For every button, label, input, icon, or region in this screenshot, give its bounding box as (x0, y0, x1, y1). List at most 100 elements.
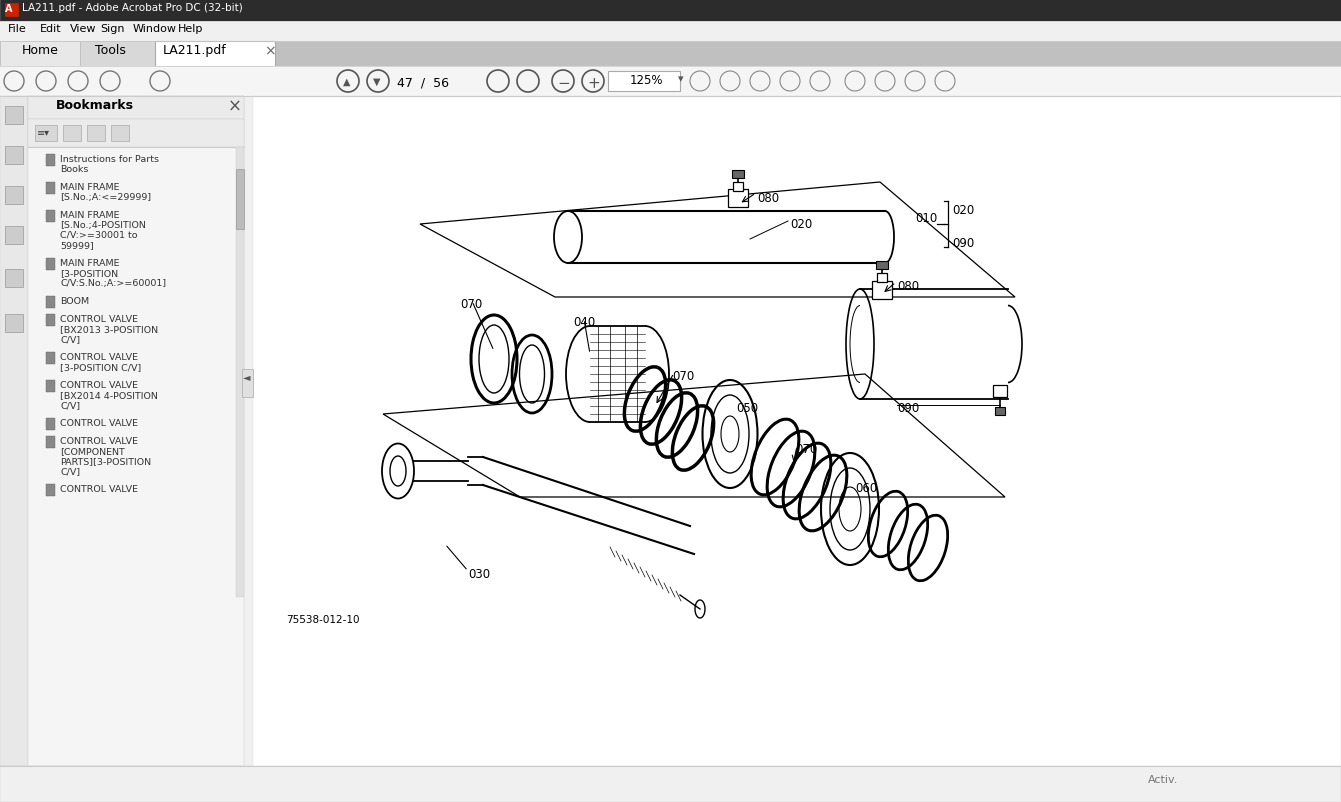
Text: File: File (8, 24, 27, 34)
Text: Instructions for Parts: Instructions for Parts (60, 155, 160, 164)
Bar (872, 282, 892, 300)
Bar (46, 419, 55, 431)
Bar (5, 107, 23, 125)
Text: C/V]: C/V] (60, 467, 80, 476)
Text: MAIN FRAME: MAIN FRAME (60, 259, 119, 268)
Text: View: View (70, 24, 97, 34)
Bar (156, 42, 275, 67)
Bar (5, 269, 23, 288)
Text: 020: 020 (790, 217, 813, 231)
Text: A: A (5, 4, 12, 14)
Text: C/V]: C/V] (60, 334, 80, 343)
Bar (46, 155, 55, 167)
Bar (0, 0, 1341, 22)
Text: [BX2013 3-POSITION: [BX2013 3-POSITION (60, 325, 158, 334)
Text: CONTROL VALVE: CONTROL VALVE (60, 419, 138, 427)
Text: 030: 030 (468, 567, 489, 581)
Bar (728, 190, 748, 208)
Text: 080: 080 (897, 280, 919, 293)
Bar (0, 67, 1341, 97)
Text: ≡▾: ≡▾ (38, 127, 50, 137)
Text: 070: 070 (795, 443, 817, 456)
Text: [BX2014 4-POSITION: [BX2014 4-POSITION (60, 391, 158, 399)
Bar (28, 119, 244, 148)
Text: 080: 080 (758, 192, 779, 205)
Text: 090: 090 (952, 237, 975, 249)
Bar (876, 261, 888, 269)
Text: 050: 050 (736, 402, 758, 415)
Bar (46, 484, 55, 496)
Text: ◄: ◄ (243, 371, 251, 382)
Text: ▾: ▾ (679, 74, 684, 84)
Bar (46, 259, 55, 270)
Text: 75538-012-10: 75538-012-10 (286, 614, 359, 624)
Text: Activ.: Activ. (1148, 774, 1179, 784)
Text: [3-POSITION: [3-POSITION (60, 269, 118, 277)
Bar (0, 22, 1341, 42)
Bar (0, 97, 28, 766)
Text: Tools: Tools (95, 44, 126, 57)
Text: Help: Help (178, 24, 204, 34)
Bar (5, 227, 23, 245)
Bar (0, 42, 80, 67)
Text: MAIN FRAME: MAIN FRAME (60, 211, 119, 220)
Text: C/V]: C/V] (60, 400, 80, 410)
Bar (28, 97, 244, 766)
Text: Edit: Edit (40, 24, 62, 34)
Bar (5, 187, 23, 205)
Bar (0, 42, 1341, 67)
Bar (0, 766, 1341, 802)
Bar (28, 97, 244, 119)
Bar (5, 314, 23, 333)
Text: [COMPONENT: [COMPONENT (60, 447, 125, 456)
Text: CONTROL VALVE: CONTROL VALVE (60, 314, 138, 323)
Text: Window: Window (133, 24, 177, 34)
Bar (63, 126, 80, 142)
Bar (732, 171, 744, 179)
Text: Bookmarks: Bookmarks (56, 99, 134, 111)
Bar (111, 126, 129, 142)
Bar (46, 297, 55, 309)
Bar (607, 72, 680, 92)
Text: ×: × (264, 44, 276, 58)
Text: ▲: ▲ (343, 77, 350, 87)
Text: C/V:S.No.;A:>=60001]: C/V:S.No.;A:>=60001] (60, 278, 166, 288)
Bar (46, 314, 55, 326)
Bar (877, 273, 886, 282)
Text: BOOM: BOOM (60, 297, 89, 306)
Bar (236, 170, 244, 229)
Text: CONTROL VALVE: CONTROL VALVE (60, 380, 138, 390)
Bar (236, 148, 244, 597)
Text: 47  /  56: 47 / 56 (397, 77, 449, 90)
Text: Sign: Sign (101, 24, 125, 34)
Text: 090: 090 (897, 402, 919, 415)
Text: 060: 060 (856, 481, 877, 494)
Bar (270, 105, 1330, 764)
Text: 125%: 125% (630, 74, 664, 87)
Bar (46, 380, 55, 392)
Text: C/V:>=30001 to: C/V:>=30001 to (60, 231, 138, 240)
Bar (995, 407, 1004, 415)
Text: CONTROL VALVE: CONTROL VALVE (60, 436, 138, 445)
Bar (80, 42, 156, 67)
Bar (46, 183, 55, 195)
Text: 010: 010 (915, 212, 937, 225)
Bar (35, 126, 58, 142)
Text: 020: 020 (952, 204, 975, 217)
Bar (241, 370, 253, 398)
Bar (253, 97, 1341, 766)
Bar (5, 4, 17, 17)
Text: ×: × (228, 98, 241, 115)
Text: [S.No.;A:<=29999]: [S.No.;A:<=29999] (60, 192, 152, 202)
Bar (734, 183, 743, 192)
Text: 59999]: 59999] (60, 241, 94, 249)
Text: Home: Home (21, 44, 59, 57)
Bar (992, 386, 1007, 398)
Bar (46, 353, 55, 365)
Text: CONTROL VALVE: CONTROL VALVE (60, 353, 138, 362)
Text: 070: 070 (460, 298, 483, 310)
Text: CONTROL VALVE: CONTROL VALVE (60, 484, 138, 493)
Text: [3-POSITION C/V]: [3-POSITION C/V] (60, 363, 141, 371)
Bar (46, 436, 55, 448)
Text: 070: 070 (672, 370, 695, 383)
